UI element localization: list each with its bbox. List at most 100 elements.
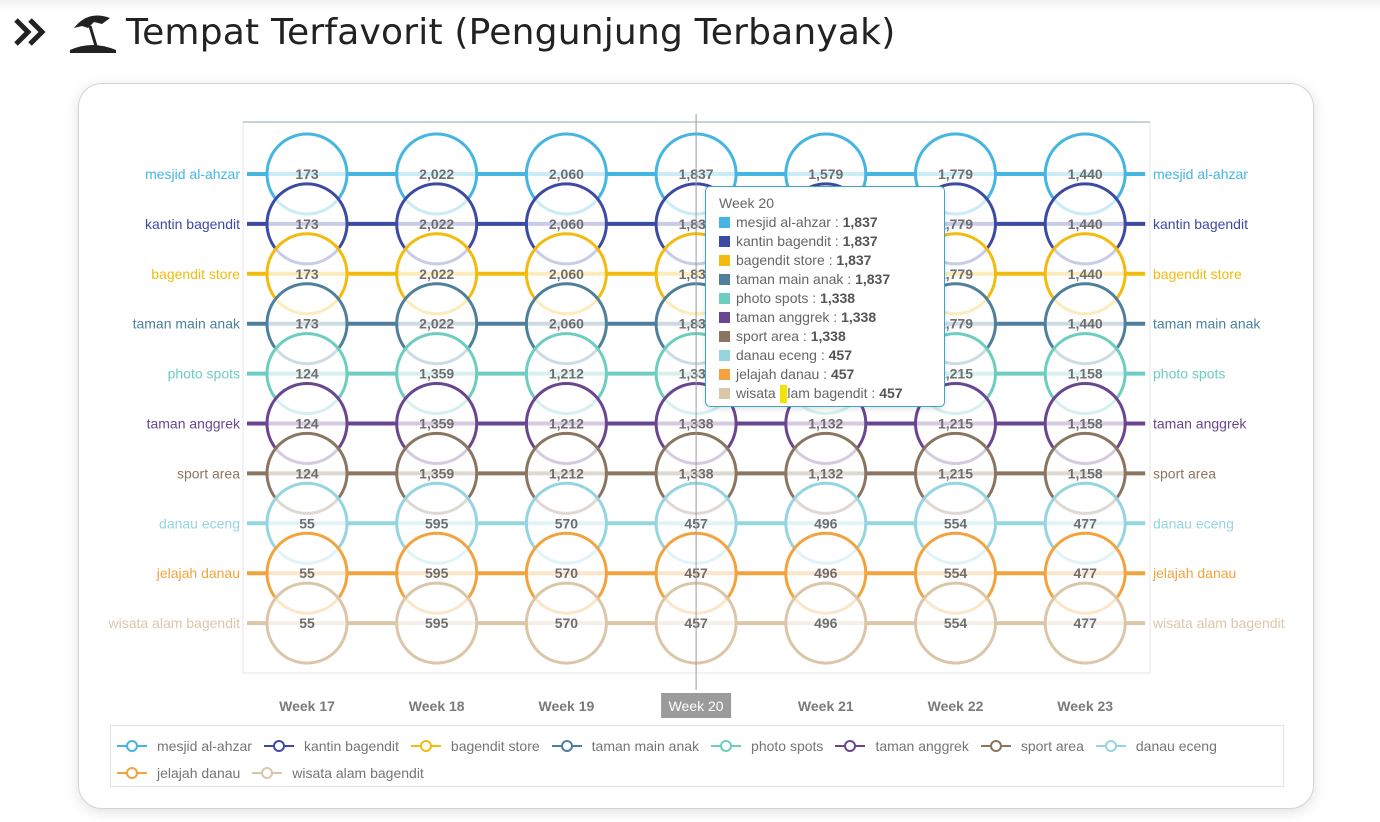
tooltip-separator: : <box>824 252 837 268</box>
series-label-left: taman anggrek <box>147 416 241 432</box>
tooltip-separator: : <box>830 233 843 249</box>
tooltip-color-swatch <box>719 217 730 228</box>
tooltip-separator: : <box>829 309 842 325</box>
tooltip-row: photo spots : 1,338 <box>719 289 944 308</box>
data-label: 2,060 <box>549 166 584 182</box>
legend-item[interactable]: wisata alam bagendit <box>252 759 424 786</box>
legend-item[interactable]: kantin bagendit <box>263 732 399 759</box>
data-label: 1,440 <box>1068 216 1103 232</box>
legend-label: taman main anak <box>591 737 700 754</box>
legend-marker-icon <box>551 739 582 752</box>
legend-item[interactable]: sport area <box>980 732 1084 759</box>
series-label-left: wisata alam bagendit <box>107 615 240 631</box>
series-label-left: mesjid al-ahzar <box>145 166 240 182</box>
data-label: 1,212 <box>549 366 584 382</box>
legend-marker-icon <box>711 739 742 752</box>
data-point[interactable] <box>524 581 608 665</box>
data-label: 1,440 <box>1068 316 1103 332</box>
tooltip-separator: : <box>819 366 831 382</box>
tooltip-series-name: mesjid al-ahzar <box>736 214 831 230</box>
data-point[interactable] <box>1043 581 1127 665</box>
series-label-right: jelajah danau <box>1152 565 1236 581</box>
tooltip-value: 1,338 <box>810 328 846 344</box>
legend-label: taman anggrek <box>875 737 969 754</box>
legend-item[interactable]: danau eceng <box>1095 732 1217 759</box>
chart-tooltip: Week 20 mesjid al-ahzar : 1,837 kantin ba… <box>705 186 945 407</box>
data-label: 595 <box>425 615 449 631</box>
series-label-right: danau eceng <box>1153 515 1234 531</box>
data-label: 1,158 <box>1068 416 1103 432</box>
series-label-right: taman main anak <box>1153 316 1261 332</box>
data-label: 477 <box>1074 615 1098 631</box>
data-label: 2,022 <box>419 266 454 282</box>
data-label: 1,132 <box>808 465 843 481</box>
series-label-right: wisata alam bagendit <box>1152 615 1285 631</box>
legend-item[interactable]: jelajah danau <box>117 759 240 786</box>
data-label: 1,779 <box>938 166 973 182</box>
legend-marker-icon <box>117 766 147 779</box>
data-label: 570 <box>555 515 579 531</box>
tooltip-series-name: photo spots <box>736 290 809 306</box>
data-label: 1,359 <box>419 465 454 481</box>
data-label: 496 <box>814 565 838 581</box>
legend-label: sport area <box>1020 737 1084 754</box>
double-chevron-right-icon <box>14 18 46 46</box>
text-cursor-highlight <box>780 385 787 403</box>
legend-item[interactable]: bagendit store <box>410 732 540 759</box>
legend-marker-icon <box>835 739 866 752</box>
legend-marker-icon <box>252 766 283 779</box>
tooltip-series-name: jelajah danau <box>736 366 820 382</box>
tooltip-color-swatch <box>719 312 730 323</box>
beach-umbrella-icon <box>70 15 116 53</box>
legend-marker-icon <box>263 739 294 752</box>
tooltip-series-name: danau eceng <box>736 347 817 363</box>
data-label: 496 <box>814 515 838 531</box>
data-label: 173 <box>295 216 319 232</box>
data-label: 124 <box>295 416 319 432</box>
tooltip-series-name: sport area <box>736 328 800 344</box>
data-label: 2,022 <box>419 166 454 182</box>
data-point[interactable] <box>914 581 997 665</box>
tooltip-series-name: kantin bagendit <box>736 233 831 249</box>
data-point[interactable] <box>395 581 479 665</box>
tooltip-color-swatch <box>719 369 730 380</box>
tooltip-color-swatch <box>719 255 730 266</box>
data-label: 1,359 <box>419 416 454 432</box>
tooltip-row: mesjid al-ahzar : 1,837 <box>719 213 944 232</box>
legend-marker-icon <box>1095 739 1126 752</box>
page-title: Tempat Terfavorit (Pengunjung Terbanyak) <box>126 11 896 53</box>
tooltip-series-name: taman main anak <box>736 271 844 287</box>
data-point[interactable] <box>784 581 868 665</box>
legend-label: danau eceng <box>1135 737 1217 754</box>
data-point[interactable] <box>265 581 349 665</box>
data-label: 1,132 <box>808 416 843 432</box>
series-label-right: kantin bagendit <box>1153 216 1248 232</box>
legend-item[interactable]: photo spots <box>711 732 823 759</box>
tooltip-row: taman anggrek : 1,338 <box>719 308 944 327</box>
data-label: 1,779 <box>938 316 973 332</box>
data-label: 554 <box>944 565 968 581</box>
data-label: 2,060 <box>549 266 584 282</box>
series-label-right: photo spots <box>1153 366 1225 382</box>
data-label: 1,212 <box>549 416 584 432</box>
tooltip-value: 1,338 <box>820 290 856 306</box>
tooltip-separator: : <box>867 385 880 401</box>
tooltip-separator: : <box>799 328 811 344</box>
legend-marker-icon <box>980 739 1011 752</box>
tooltip-color-swatch <box>719 388 730 399</box>
legend-item[interactable]: taman anggrek <box>835 732 969 759</box>
chart-legend: mesjid al-ahzar kantin bagendit bagendit s… <box>110 725 1284 787</box>
x-tick-label: Week 19 <box>539 698 595 714</box>
legend-item[interactable]: taman main anak <box>551 732 700 759</box>
legend-label: jelajah danau <box>157 764 241 781</box>
data-label: 554 <box>944 515 968 531</box>
tooltip-row: danau eceng : 457 <box>719 346 944 365</box>
data-label: 1,215 <box>938 366 973 382</box>
tooltip-color-swatch <box>719 331 730 342</box>
legend-label: photo spots <box>751 737 824 754</box>
top-shadow-bar <box>0 0 1380 10</box>
series-label-right: mesjid al-ahzar <box>1153 166 1248 182</box>
legend-item[interactable]: mesjid al-ahzar <box>117 732 252 759</box>
data-label: 1,579 <box>808 166 843 182</box>
